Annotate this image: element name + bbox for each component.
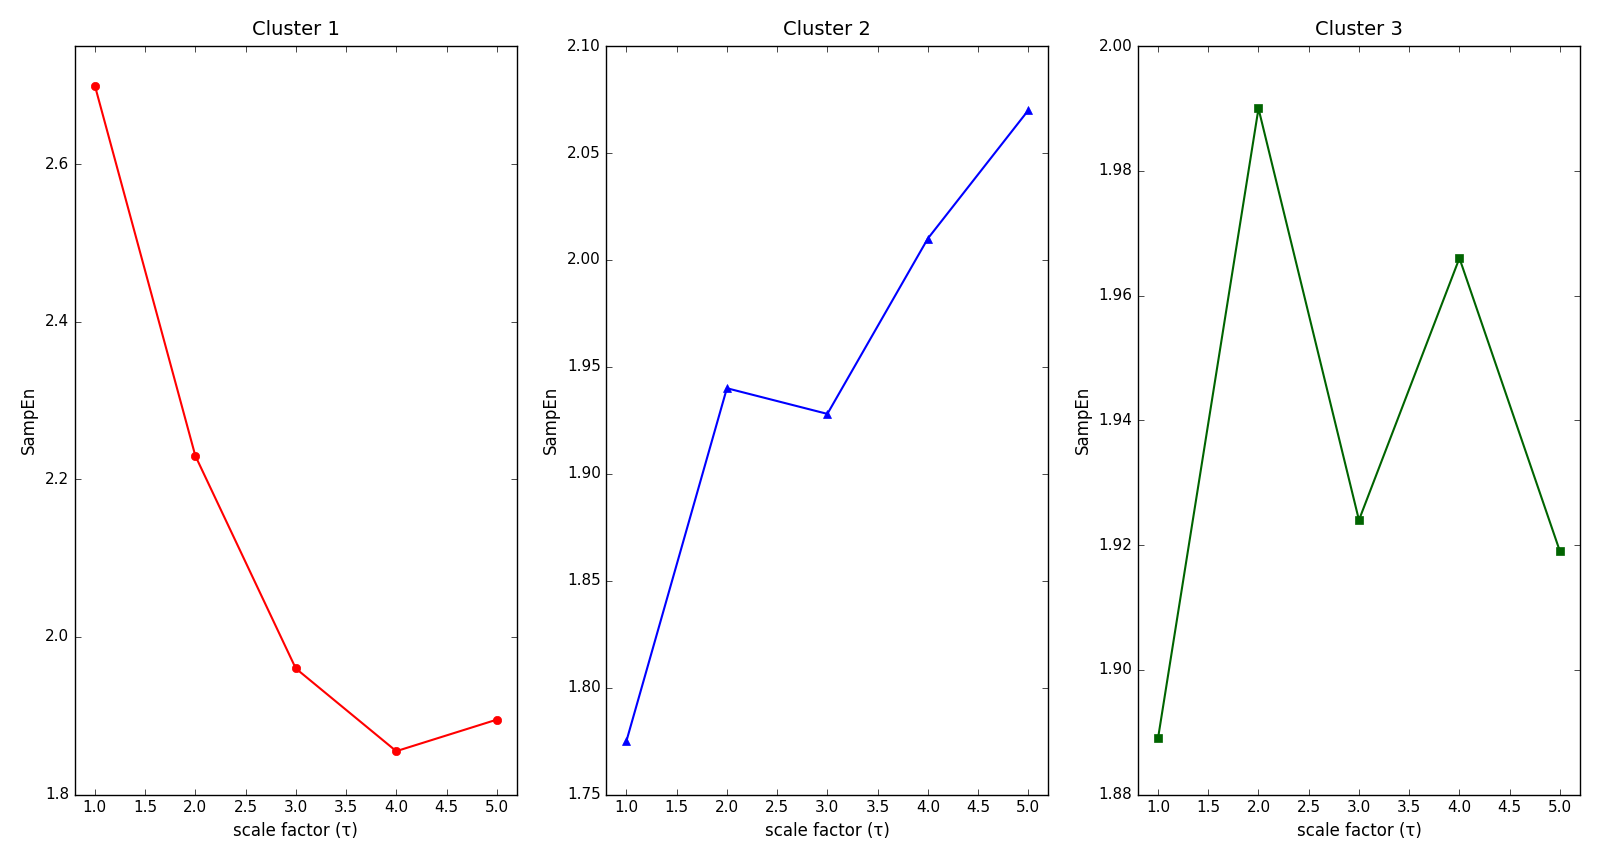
Title: Cluster 2: Cluster 2 [784,20,872,39]
Title: Cluster 1: Cluster 1 [251,20,339,39]
Y-axis label: SampEn: SampEn [19,386,38,454]
X-axis label: scale factor (τ): scale factor (τ) [1296,822,1421,840]
Y-axis label: SampEn: SampEn [1074,386,1091,454]
Y-axis label: SampEn: SampEn [542,386,560,454]
X-axis label: scale factor (τ): scale factor (τ) [234,822,358,840]
X-axis label: scale factor (τ): scale factor (τ) [765,822,890,840]
Title: Cluster 3: Cluster 3 [1315,20,1403,39]
